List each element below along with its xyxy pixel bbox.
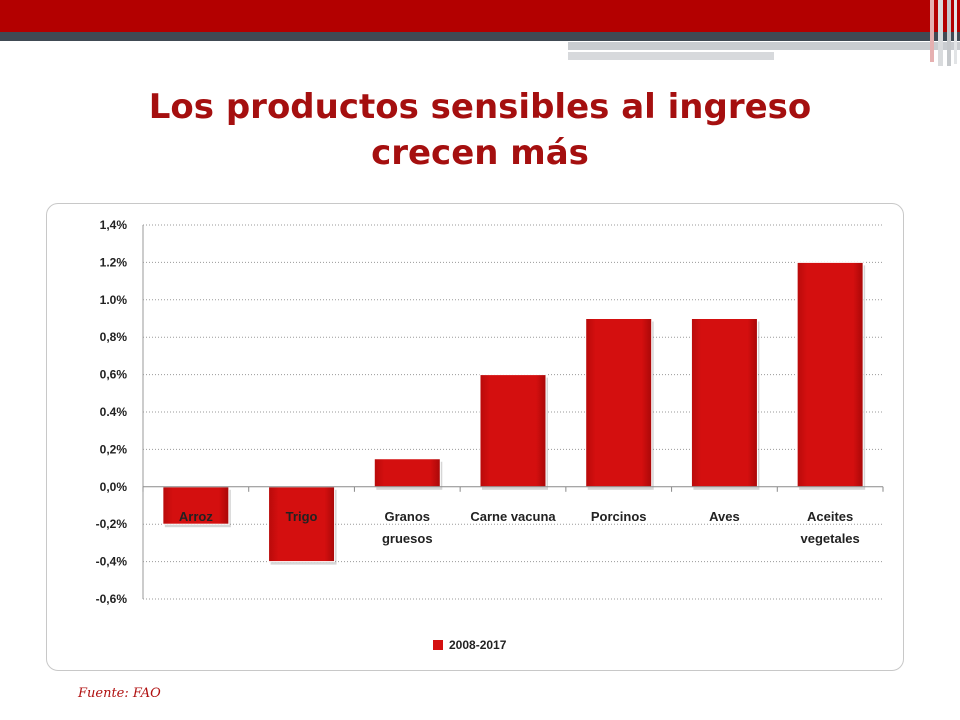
y-tick-label: -0,4%: [96, 555, 128, 569]
header-red-bar: [0, 0, 960, 32]
bar-chart: 1,4% 1.2% 1.0% 0,8% 0,6% 0.4% 0,2% 0,0% -0,2% -0,…: [96, 218, 884, 652]
y-tick-label: 0,8%: [100, 330, 128, 344]
header-stripe: [947, 0, 951, 66]
slide-title: Los productos sensibles al ingreso crece…: [80, 84, 880, 176]
bar: [162, 486, 230, 525]
y-tick-label: -0,2%: [96, 517, 128, 531]
legend-swatch: [433, 640, 443, 650]
category-label: vegetales: [801, 531, 860, 546]
bar: [796, 261, 864, 488]
y-tick-label: 0,6%: [100, 368, 128, 382]
y-tick-label: 1,4%: [100, 218, 128, 232]
header-stripe: [938, 0, 943, 66]
y-tick-label: 1.2%: [100, 255, 128, 269]
header-gray-bar: [0, 32, 960, 41]
header-band: [0, 0, 960, 66]
bar: [585, 318, 653, 488]
header-white-line: [568, 50, 888, 52]
category-label: Arroz: [179, 509, 213, 524]
bar: [690, 318, 758, 488]
chart-frame: 1,4% 1.2% 1.0% 0,8% 0,6% 0.4% 0,2% 0,0% -0,2% -0,…: [46, 203, 904, 671]
header-light-bar-2: [568, 52, 774, 60]
bar: [479, 374, 547, 488]
y-tick-label: -0,6%: [96, 592, 128, 606]
category-label: Granos: [385, 509, 431, 524]
category-label: Carne vacuna: [470, 509, 556, 524]
y-tick-label: 0.4%: [100, 405, 128, 419]
category-label: Aceites: [807, 509, 853, 524]
bar: [268, 486, 336, 563]
source-note: Fuente: FAO: [78, 686, 161, 701]
y-tick-label: 0,0%: [100, 480, 128, 494]
bar: [373, 458, 441, 488]
y-tick-label: 1.0%: [100, 293, 128, 307]
category-label: gruesos: [382, 531, 433, 546]
header-stripe: [930, 0, 934, 62]
category-label: Porcinos: [591, 509, 647, 524]
category-label: Aves: [709, 509, 740, 524]
category-label: Trigo: [286, 509, 318, 524]
slide-title-line: crecen más: [371, 133, 589, 173]
slide-title-line: Los productos sensibles al ingreso: [148, 87, 812, 127]
y-tick-label: 0,2%: [100, 442, 128, 456]
header-light-bar: [568, 42, 960, 50]
header-stripe: [954, 0, 957, 64]
legend-label: 2008-2017: [449, 638, 507, 652]
